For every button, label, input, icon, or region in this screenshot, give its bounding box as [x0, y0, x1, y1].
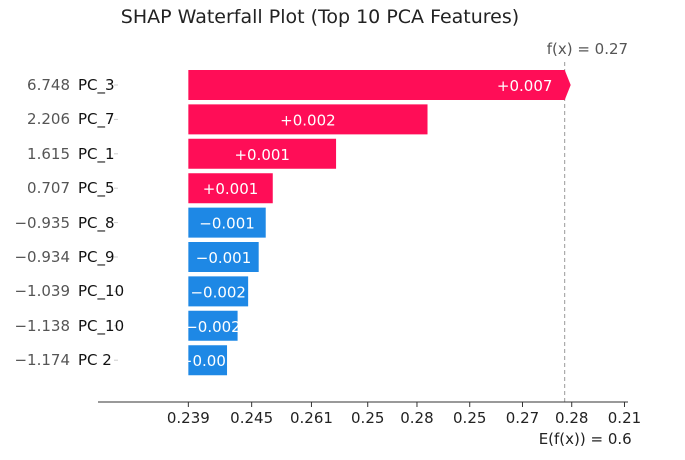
- x-tick-label: 0.27: [506, 409, 539, 427]
- x-tick-label: 0.28: [400, 409, 433, 427]
- feature-value: −1.174: [14, 351, 70, 370]
- bar-value-label: −0.002: [190, 283, 246, 301]
- feature-name: PC 2: [78, 351, 112, 370]
- bar-value-label: −0.001: [199, 215, 255, 233]
- feature-name: PC_3: [78, 76, 115, 94]
- feature-name: PC_10: [78, 282, 125, 301]
- bar-5: [188, 207, 266, 238]
- expected-value-label: E(f(x)) = 0.6: [538, 430, 632, 448]
- x-tick-label: 0.261: [290, 409, 333, 427]
- bar-7: [188, 276, 249, 307]
- bar-value-label: +0.002: [280, 111, 336, 129]
- feature-value: 6.748: [27, 76, 70, 94]
- feature-value: −0.935: [14, 213, 70, 232]
- x-tick-label: 0.21: [608, 409, 641, 427]
- bar-4: [188, 173, 273, 204]
- feature-value: 0.707: [27, 179, 70, 198]
- chart-title: SHAP Waterfall Plot (Top 10 PCA Features…: [120, 6, 520, 28]
- feature-value: −0.934: [14, 248, 70, 266]
- bar-9: [188, 345, 228, 376]
- feature-name: PC_1: [78, 144, 115, 163]
- feature-value: 2.206: [27, 110, 70, 129]
- feature-name: PC_10: [78, 316, 125, 335]
- feature-name: PC_5: [78, 179, 115, 198]
- bar-3: [188, 138, 337, 169]
- feature-name: PC_7: [78, 110, 115, 129]
- bar-value-label: +0.001: [234, 146, 290, 164]
- x-tick-label: 0.25: [351, 409, 384, 427]
- fx-label: f(x) = 0.27: [546, 40, 629, 58]
- bar-value-label: −0.001: [196, 249, 252, 267]
- feature-value: 1.615: [27, 144, 70, 163]
- feature-value: −1.039: [14, 282, 70, 301]
- bar-value-label: +0.001: [203, 180, 259, 198]
- bar-2: [188, 104, 428, 135]
- x-tick-label: 0.28: [555, 409, 588, 427]
- bar-value-label: −0.003: [180, 352, 236, 370]
- feature-name: PC_9: [78, 248, 115, 266]
- bar-6: [188, 242, 259, 272]
- feature-name: PC_8: [78, 213, 115, 232]
- x-tick-label: 0.245: [230, 409, 273, 427]
- bar-1: [188, 70, 571, 100]
- bar-value-label: −0.002: [185, 318, 241, 336]
- bar-value-label: +0.007: [497, 77, 553, 95]
- bar-8: [188, 310, 238, 341]
- x-tick-label: 0.239: [167, 409, 210, 427]
- x-tick-label: 0.25: [453, 409, 486, 427]
- feature-value: −1.138: [14, 316, 70, 335]
